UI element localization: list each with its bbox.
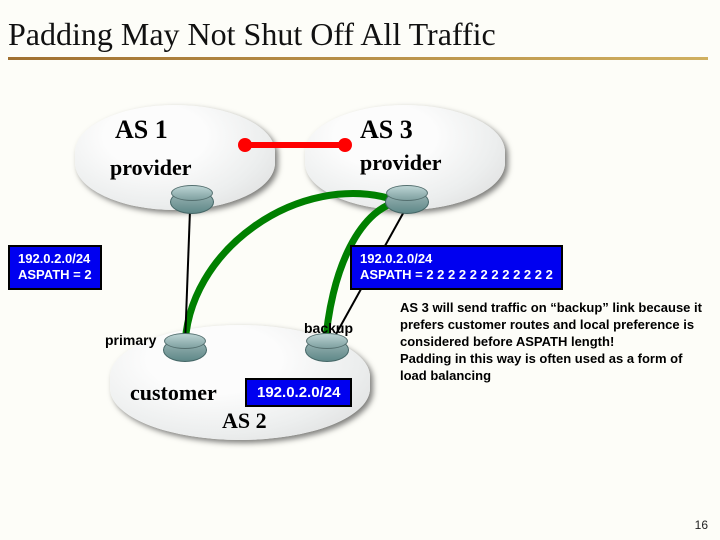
- router-as1: [170, 190, 214, 214]
- link-primary-label: primary: [105, 332, 156, 348]
- customer-prefix-box: 192.0.2.0/24: [245, 378, 352, 407]
- router-as2-right: [305, 338, 349, 362]
- explanation-text: AS 3 will send traffic on “backup” link …: [400, 300, 705, 384]
- as1-role: provider: [110, 155, 191, 181]
- route-box-right: 192.0.2.0/24 ASPATH = 2 2 2 2 2 2 2 2 2 …: [350, 245, 563, 290]
- router-as2-left: [163, 338, 207, 362]
- as2-name: AS 2: [222, 408, 267, 434]
- as3-role: provider: [360, 150, 441, 176]
- router-as3: [385, 190, 429, 214]
- slide-number: 16: [695, 518, 708, 532]
- as2-role: customer: [130, 380, 217, 406]
- as3-name: AS 3: [360, 115, 413, 145]
- route-box-left: 192.0.2.0/24 ASPATH = 2: [8, 245, 102, 290]
- as1-name: AS 1: [115, 115, 168, 145]
- link-backup-label: backup: [304, 320, 353, 336]
